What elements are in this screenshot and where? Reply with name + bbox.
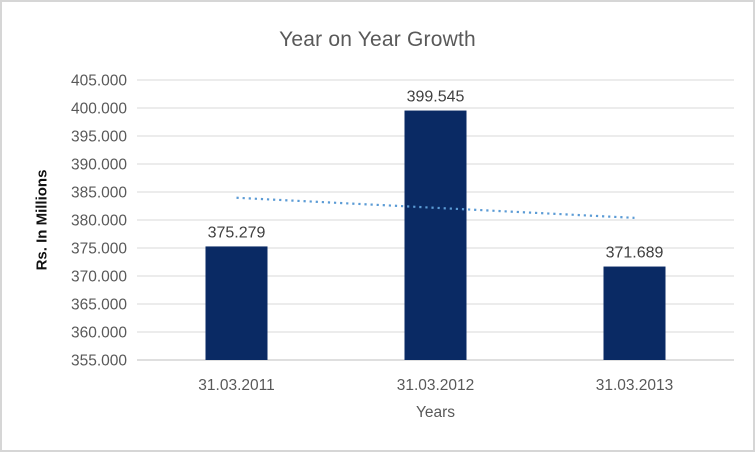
y-tick-label: 405.000 <box>71 73 127 90</box>
y-tick-label: 380.000 <box>71 213 127 230</box>
bar <box>404 110 467 360</box>
bar-data-label: 375.279 <box>208 224 266 241</box>
y-tick-label: 375.000 <box>71 241 127 258</box>
y-tick-label: 390.000 <box>71 157 127 174</box>
y-tick-label: 360.000 <box>71 325 127 342</box>
y-tick-label: 385.000 <box>71 185 127 202</box>
y-tick-label: 355.000 <box>71 353 127 370</box>
y-tick-label: 395.000 <box>71 129 127 146</box>
bar <box>603 266 666 360</box>
bar <box>205 246 268 360</box>
chart-title: Year on Year Growth <box>279 28 476 51</box>
x-category-label: 31.03.2013 <box>596 377 674 394</box>
x-axis-title: Years <box>415 404 456 421</box>
x-category-label: 31.03.2012 <box>397 377 475 394</box>
bar-data-label: 371.689 <box>606 245 664 262</box>
x-category-label: 31.03.2011 <box>198 377 274 394</box>
y-tick-label: 370.000 <box>71 269 127 286</box>
y-tick-label: 400.000 <box>71 101 127 118</box>
y-tick-label: 365.000 <box>71 297 127 314</box>
bar-data-label: 399.545 <box>407 89 465 106</box>
